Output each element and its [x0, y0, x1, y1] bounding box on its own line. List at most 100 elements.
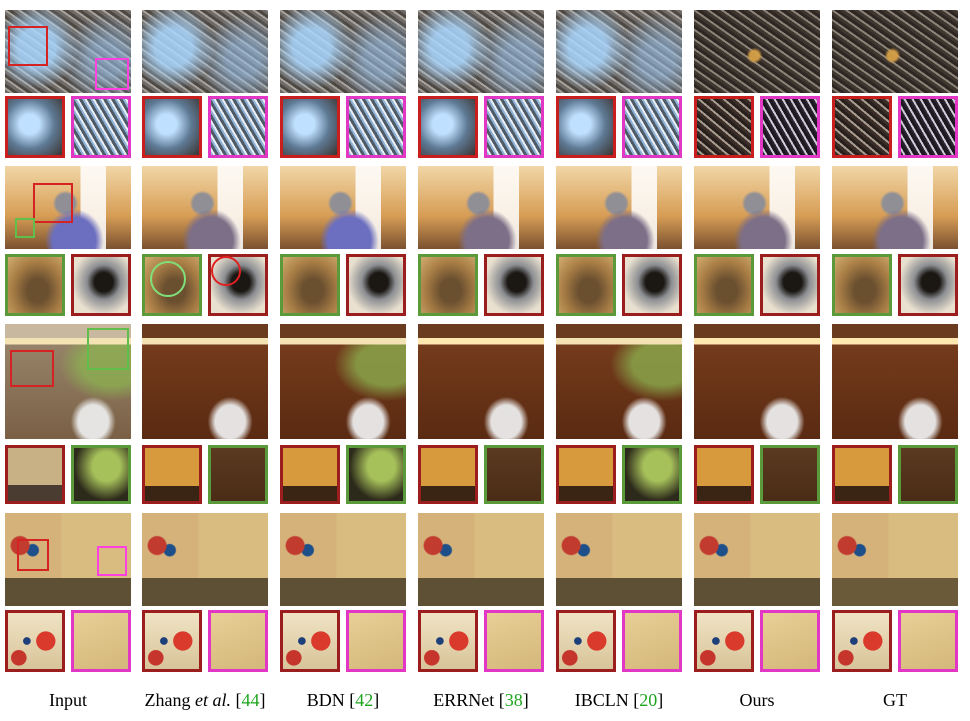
kitchen-utensil-holder-crop-right-col-1 [71, 254, 131, 316]
dry-grass-and-leaf-crop-left-col-6 [694, 96, 754, 158]
region-marker [97, 546, 127, 576]
cafe-with-bicycle-crop-right-col-4 [484, 445, 544, 504]
poster-wall-crop-right-col-2 [208, 610, 268, 672]
region-marker [33, 183, 73, 223]
poster-wall-image-col-7 [832, 513, 958, 606]
column-caption-4: ERRNet [38] [411, 690, 551, 711]
caption-text: ERRNet [ [433, 690, 505, 710]
poster-wall-crop-right-col-3 [346, 610, 406, 672]
region-marker [95, 58, 129, 90]
poster-wall-crop-left-col-1 [5, 610, 65, 672]
poster-wall-crop-right-col-6 [760, 610, 820, 672]
column-caption-1: Input [0, 690, 138, 711]
cafe-with-bicycle-crop-left-col-1 [5, 445, 65, 504]
cafe-with-bicycle-image-col-6 [694, 324, 820, 439]
cafe-with-bicycle-crop-left-col-3 [280, 445, 340, 504]
kitchen-utensil-holder-crop-left-col-6 [694, 254, 754, 316]
poster-wall-image-col-4 [418, 513, 544, 606]
caption-text: ] [522, 690, 529, 710]
dry-grass-and-leaf-image-col-1 [5, 10, 131, 93]
poster-wall-image-col-6 [694, 513, 820, 606]
poster-wall-crop-right-col-7 [898, 610, 958, 672]
region-marker [15, 218, 35, 238]
caption-text: Zhang [144, 690, 195, 710]
kitchen-utensil-holder-image-col-5 [556, 166, 682, 249]
region-marker [8, 26, 48, 66]
artifact-highlight-circle [211, 256, 241, 286]
caption-text: IBCLN [ [574, 690, 640, 710]
reference-number[interactable]: 44 [241, 690, 260, 710]
dry-grass-and-leaf-crop-left-col-5 [556, 96, 616, 158]
cafe-with-bicycle-image-col-3 [280, 324, 406, 439]
cafe-with-bicycle-crop-right-col-3 [346, 445, 406, 504]
caption-text: BDN [ [306, 690, 356, 710]
kitchen-utensil-holder-image-col-7 [832, 166, 958, 249]
kitchen-utensil-holder-crop-left-col-7 [832, 254, 892, 316]
poster-wall-crop-left-col-6 [694, 610, 754, 672]
reference-number[interactable]: 38 [504, 690, 523, 710]
poster-wall-crop-left-col-5 [556, 610, 616, 672]
kitchen-utensil-holder-crop-left-col-4 [418, 254, 478, 316]
reference-number[interactable]: 20 [639, 690, 658, 710]
kitchen-utensil-holder-crop-right-col-6 [760, 254, 820, 316]
dry-grass-and-leaf-image-col-6 [694, 10, 820, 93]
artifact-highlight-circle [150, 261, 186, 297]
kitchen-utensil-holder-crop-left-col-1 [5, 254, 65, 316]
dry-grass-and-leaf-crop-left-col-7 [832, 96, 892, 158]
dry-grass-and-leaf-crop-right-col-2 [208, 96, 268, 158]
kitchen-utensil-holder-crop-right-col-4 [484, 254, 544, 316]
caption-italic: et al. [194, 690, 231, 710]
kitchen-utensil-holder-crop-left-col-5 [556, 254, 616, 316]
dry-grass-and-leaf-crop-left-col-2 [142, 96, 202, 158]
cafe-with-bicycle-image-col-2 [142, 324, 268, 439]
dry-grass-and-leaf-image-col-7 [832, 10, 958, 93]
caption-text: ] [657, 690, 664, 710]
cafe-with-bicycle-image-col-4 [418, 324, 544, 439]
poster-wall-crop-left-col-3 [280, 610, 340, 672]
caption-text: [ [230, 690, 242, 710]
reference-number[interactable]: 42 [355, 690, 374, 710]
region-marker [87, 328, 129, 370]
cafe-with-bicycle-crop-right-col-1 [71, 445, 131, 504]
kitchen-utensil-holder-crop-right-col-5 [622, 254, 682, 316]
poster-wall-crop-left-col-4 [418, 610, 478, 672]
poster-wall-crop-left-col-7 [832, 610, 892, 672]
dry-grass-and-leaf-image-col-2 [142, 10, 268, 93]
column-caption-7: GT [825, 690, 965, 711]
dry-grass-and-leaf-image-col-4 [418, 10, 544, 93]
poster-wall-crop-left-col-2 [142, 610, 202, 672]
cafe-with-bicycle-crop-right-col-6 [760, 445, 820, 504]
cafe-with-bicycle-image-col-5 [556, 324, 682, 439]
dry-grass-and-leaf-crop-right-col-4 [484, 96, 544, 158]
kitchen-utensil-holder-image-col-1 [5, 166, 131, 249]
caption-text: ] [373, 690, 380, 710]
cafe-with-bicycle-crop-left-col-5 [556, 445, 616, 504]
region-marker [10, 350, 54, 387]
dry-grass-and-leaf-crop-right-col-7 [898, 96, 958, 158]
dry-grass-and-leaf-crop-right-col-6 [760, 96, 820, 158]
region-marker [17, 539, 49, 571]
dry-grass-and-leaf-crop-right-col-5 [622, 96, 682, 158]
column-caption-6: Ours [687, 690, 827, 711]
column-caption-3: BDN [42] [273, 690, 413, 711]
poster-wall-image-col-5 [556, 513, 682, 606]
cafe-with-bicycle-crop-right-col-7 [898, 445, 958, 504]
caption-text: ] [259, 690, 266, 710]
poster-wall-crop-right-col-5 [622, 610, 682, 672]
dry-grass-and-leaf-image-col-5 [556, 10, 682, 93]
kitchen-utensil-holder-image-col-4 [418, 166, 544, 249]
poster-wall-image-col-3 [280, 513, 406, 606]
dry-grass-and-leaf-crop-left-col-1 [5, 96, 65, 158]
kitchen-utensil-holder-crop-right-col-7 [898, 254, 958, 316]
dry-grass-and-leaf-crop-left-col-4 [418, 96, 478, 158]
caption-text: Ours [739, 690, 775, 710]
kitchen-utensil-holder-image-col-2 [142, 166, 268, 249]
kitchen-utensil-holder-image-col-6 [694, 166, 820, 249]
dry-grass-and-leaf-crop-left-col-3 [280, 96, 340, 158]
poster-wall-image-col-1 [5, 513, 131, 606]
cafe-with-bicycle-crop-left-col-6 [694, 445, 754, 504]
column-caption-2: Zhang et al. [44] [135, 690, 275, 711]
caption-text: GT [883, 690, 907, 710]
dry-grass-and-leaf-crop-right-col-1 [71, 96, 131, 158]
